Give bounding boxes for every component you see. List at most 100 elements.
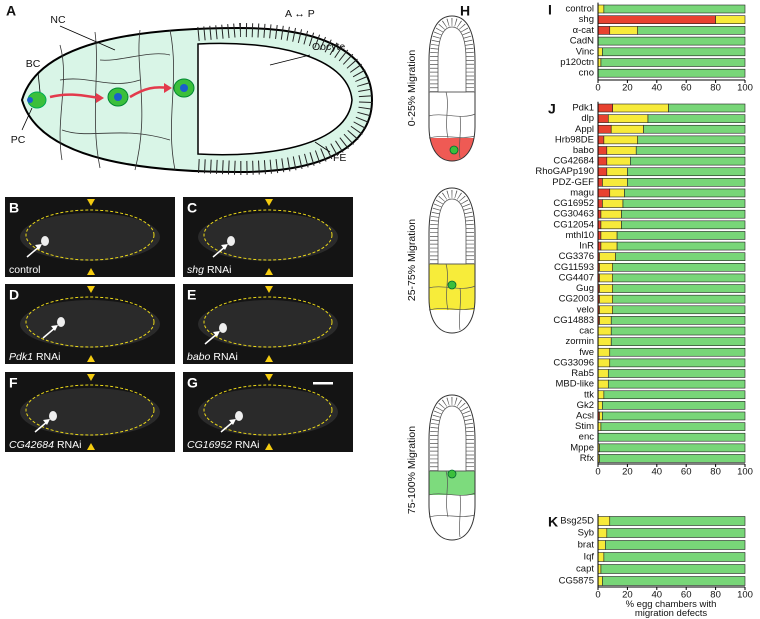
bar-segment xyxy=(597,103,613,113)
caption-text: RNAi xyxy=(207,264,232,276)
bar-segment xyxy=(610,337,746,346)
diagram-label: FE xyxy=(333,152,346,164)
circle-shape xyxy=(447,280,457,290)
arrow-head xyxy=(213,331,220,337)
y-tick-label: CG16952 xyxy=(553,198,594,209)
panel-letter: K xyxy=(548,514,558,530)
x-tick-label: 40 xyxy=(652,467,663,478)
y-tick-label: Acsl xyxy=(576,410,594,421)
caption-gene: babo xyxy=(187,351,211,363)
bar-segment xyxy=(605,540,746,550)
bar-segment xyxy=(600,422,746,431)
outline xyxy=(25,296,155,348)
marker xyxy=(265,374,273,381)
y-tick-label: p120ctn xyxy=(560,57,594,68)
y-tick-label: control xyxy=(565,4,594,15)
bar-segment xyxy=(621,220,746,230)
legend-label: 25-75% Migration xyxy=(406,219,418,301)
x-tick-label: 100 xyxy=(737,590,753,601)
x-tick-label: 100 xyxy=(737,83,753,94)
caption: CG42684 RNAi xyxy=(9,439,81,451)
caption: CG16952 RNAi xyxy=(187,439,259,451)
panel-letter: C xyxy=(187,200,197,216)
diagram-a xyxy=(20,22,374,176)
bar-segment xyxy=(597,337,612,346)
bar-segment xyxy=(606,146,637,155)
diagram-label: BC xyxy=(26,58,41,70)
bar-segment xyxy=(599,284,613,293)
y-tick-label: CG14883 xyxy=(553,315,594,326)
diagram-label: PC xyxy=(11,134,26,146)
panel-letter: D xyxy=(9,287,19,303)
panel-letter: H xyxy=(460,3,470,19)
bar-segment xyxy=(609,358,746,368)
y-tick-label: shg xyxy=(579,14,594,25)
marker xyxy=(87,374,95,381)
y-tick-label: CG33096 xyxy=(553,357,594,368)
bar-segment xyxy=(606,167,628,177)
bar-segment xyxy=(597,369,609,378)
bar-segment xyxy=(597,68,746,78)
bar-segment xyxy=(668,103,746,113)
bar-segment xyxy=(597,347,611,357)
bar-segment xyxy=(610,316,746,325)
y-tick-label: Hrb98DE xyxy=(555,134,594,145)
x-tick-label: 80 xyxy=(710,467,721,478)
caption: babo RNAi xyxy=(187,351,238,363)
cluster xyxy=(219,323,227,333)
panel-letter: J xyxy=(548,101,556,117)
bar-segment xyxy=(615,252,746,261)
bar-segment xyxy=(599,262,613,272)
bar-segment xyxy=(621,209,746,219)
cluster xyxy=(49,411,57,421)
bar-segment xyxy=(599,443,746,453)
x-tick-label: 20 xyxy=(622,590,633,601)
caption: shg RNAi xyxy=(187,264,231,276)
bar-segment xyxy=(603,390,746,400)
y-tick-label: fwe xyxy=(579,347,594,358)
y-tick-label: velo xyxy=(577,304,594,315)
marker xyxy=(87,286,95,293)
arrow-head xyxy=(221,244,228,250)
caption-gene: shg xyxy=(187,264,204,276)
x-tick-label: 0 xyxy=(595,467,600,478)
x-tick-label: 40 xyxy=(652,83,663,94)
x-tick-label: 100 xyxy=(737,467,753,478)
bar-segment xyxy=(603,552,746,562)
circle-shape xyxy=(449,145,459,155)
outline xyxy=(203,209,333,261)
y-tick-label: Stim xyxy=(575,421,594,432)
bar-segment xyxy=(597,114,609,123)
bar-segment xyxy=(602,401,746,410)
bar-segment xyxy=(600,209,622,219)
bar-segment xyxy=(612,273,746,283)
bar-segment xyxy=(600,564,746,574)
bar-segment xyxy=(599,454,746,463)
x-tick-label: 20 xyxy=(622,467,633,478)
x-tick-label: 40 xyxy=(652,590,663,601)
y-tick-label: enc xyxy=(579,432,595,443)
bar-segment xyxy=(597,576,603,586)
panel-letter: I xyxy=(548,2,552,18)
bar-segment xyxy=(597,167,608,177)
caption-text: RNAi xyxy=(36,351,61,363)
circle-shape xyxy=(180,84,188,92)
y-tick-label: Syb xyxy=(578,528,594,539)
y-tick-label: magu xyxy=(570,187,594,198)
schematic xyxy=(428,16,476,162)
bar-segment xyxy=(597,199,603,208)
marker xyxy=(87,268,95,275)
y-tick-label: Gug xyxy=(576,283,594,294)
outline xyxy=(25,384,155,436)
y-tick-label: Gk2 xyxy=(577,400,594,411)
bar-segment xyxy=(600,231,618,240)
bar-segment xyxy=(607,114,649,123)
legend-label: 0-25% Migration xyxy=(406,50,418,127)
outline xyxy=(25,209,155,261)
scale-bar xyxy=(313,382,333,385)
outline xyxy=(203,384,333,436)
panel-letter: A xyxy=(6,3,16,19)
schematic xyxy=(428,188,476,333)
bar-segment xyxy=(597,379,609,389)
bar-segment xyxy=(610,326,746,336)
